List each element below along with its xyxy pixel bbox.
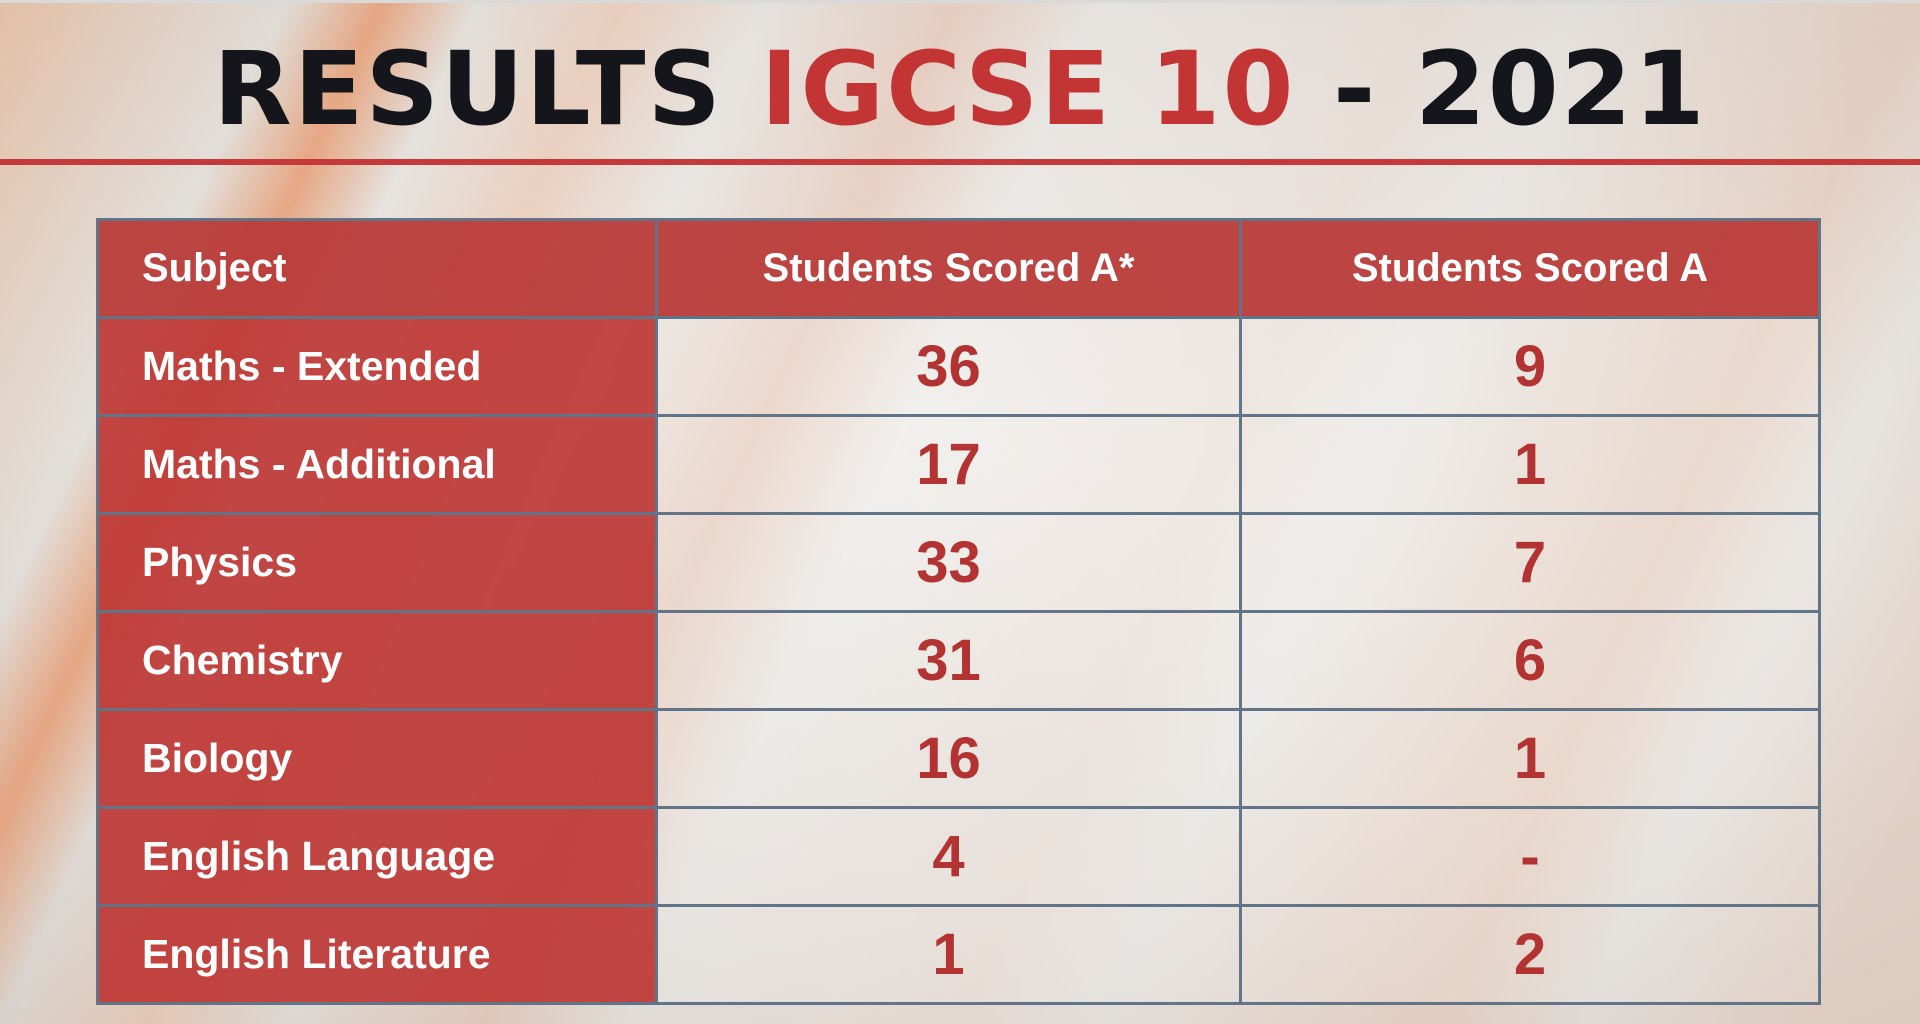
subject-cell: English Language	[96, 806, 658, 907]
table-row: Physics 33 7	[96, 512, 1821, 613]
subject-cell: Biology	[96, 708, 658, 809]
a-star-count: 4	[655, 806, 1242, 907]
a-count: 6	[1239, 610, 1821, 711]
a-count: 9	[1239, 316, 1821, 417]
subject-cell: English Literature	[96, 904, 658, 1005]
a-star-count: 36	[655, 316, 1242, 417]
a-star-count: 31	[655, 610, 1242, 711]
table-row: English Literature 1 2	[96, 904, 1821, 1005]
subject-cell: Maths - Extended	[96, 316, 658, 417]
table-row: Maths - Additional 17 1	[96, 414, 1821, 515]
a-count: 1	[1239, 708, 1821, 809]
subject-cell: Maths - Additional	[96, 414, 658, 515]
subject-cell: Chemistry	[96, 610, 658, 711]
subject-cell: Physics	[96, 512, 658, 613]
table-header: Subject Students Scored A* Students Scor…	[96, 218, 1821, 319]
a-star-count: 33	[655, 512, 1242, 613]
title-divider-line	[0, 159, 1920, 165]
table-body: Maths - Extended 36 9 Maths - Additional…	[96, 316, 1821, 1005]
a-count: 7	[1239, 512, 1821, 613]
header-a-star: Students Scored A*	[655, 218, 1242, 319]
a-count: 2	[1239, 904, 1821, 1005]
table-row: Maths - Extended 36 9	[96, 316, 1821, 417]
title-year: - 2021	[1332, 30, 1707, 149]
header-subject: Subject	[96, 218, 658, 319]
a-count: -	[1239, 806, 1821, 907]
top-border-strip	[0, 0, 1920, 3]
table-row: Biology 16 1	[96, 708, 1821, 809]
page-title: RESULTS IGCSE 10 - 2021	[0, 28, 1920, 152]
table-row: English Language 4 -	[96, 806, 1821, 907]
a-count: 1	[1239, 414, 1821, 515]
table-row: Chemistry 31 6	[96, 610, 1821, 711]
results-table: Subject Students Scored A* Students Scor…	[96, 218, 1821, 1005]
header-row: Subject Students Scored A* Students Scor…	[96, 218, 1821, 319]
a-star-count: 16	[655, 708, 1242, 809]
a-star-count: 17	[655, 414, 1242, 515]
title-results-word: RESULTS	[213, 30, 723, 149]
a-star-count: 1	[655, 904, 1242, 1005]
title-igcse-grade: IGCSE 10	[760, 30, 1296, 149]
header-a: Students Scored A	[1239, 218, 1821, 319]
